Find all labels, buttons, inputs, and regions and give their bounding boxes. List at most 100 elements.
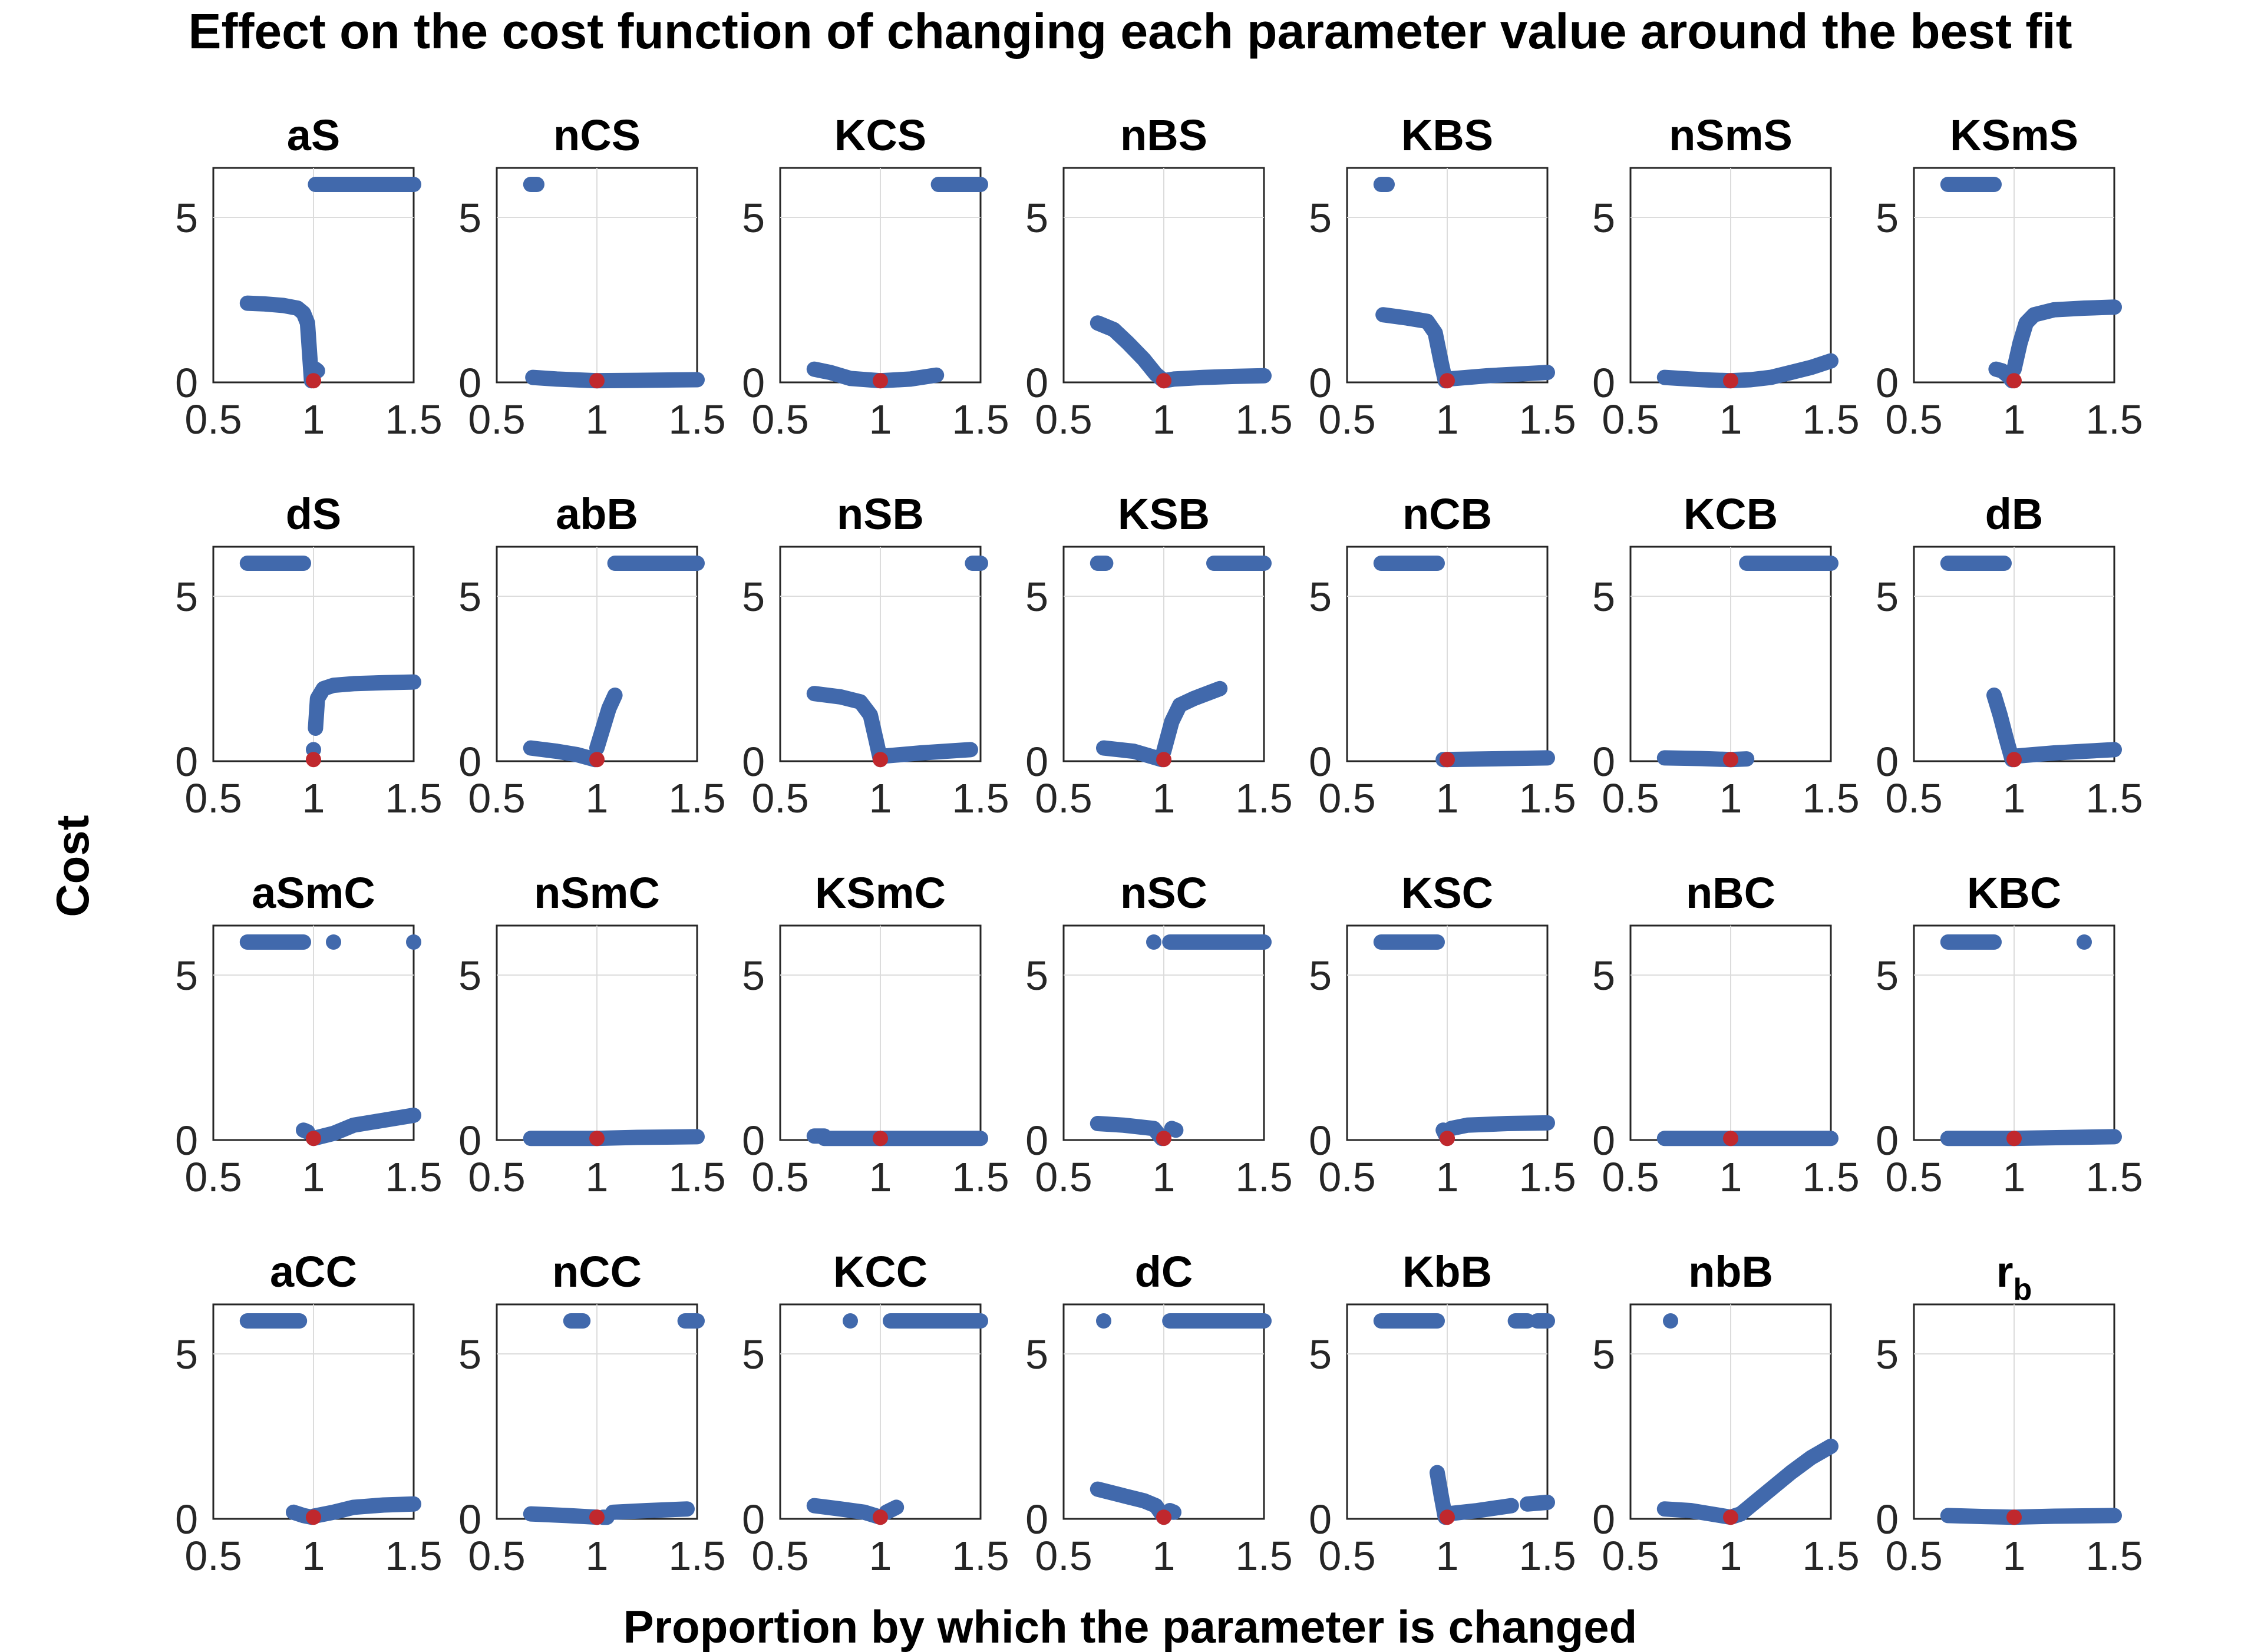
best-fit-point [1440,373,1455,389]
panel-title: KSC [1401,868,1493,917]
data-series [1096,740,1170,768]
best-fit-point [1156,1509,1171,1525]
x-tick-label: 0.5 [468,775,525,821]
panel-KBC: 0.5 1 1.5 0 5 KBC [1876,868,2143,1200]
y-tick-label: 0 [742,1118,765,1164]
best-fit-point [1440,1509,1455,1525]
y-tick-label: 0 [175,360,198,406]
x-tick-label: 0.5 [1602,1533,1659,1579]
y-tick-label: 0 [175,1118,198,1164]
y-tick-label: 0 [1592,1496,1615,1542]
panel-title: nSC [1120,868,1207,917]
panel-title: KbB [1402,1247,1492,1296]
y-tick-label: 0 [1592,1118,1615,1164]
x-tick-label: 1.5 [2085,1154,2143,1200]
panel-title: nSB [837,490,924,538]
data-series [1986,688,2020,768]
x-tick-label: 1.5 [385,775,442,821]
panel-title: aS [287,111,341,160]
panel-title: KBS [1401,111,1493,160]
y-tick-label: 5 [1592,195,1615,241]
x-tick-label: 1 [869,1154,892,1200]
data-series [1435,750,1555,768]
panel-title: dB [1985,490,2044,538]
data-series [879,1499,905,1520]
x-tick-label: 0.5 [1035,1533,1092,1579]
data-series [1440,1498,1519,1522]
y-tick-label: 0 [742,739,765,785]
data-series [806,1498,888,1525]
y-tick-label: 0 [1025,739,1048,785]
data-series [605,1501,695,1520]
x-tick-label: 0.5 [751,775,808,821]
x-tick-label: 1.5 [1235,397,1292,442]
panel-title: nCS [553,111,641,160]
x-tick-label: 0.5 [1885,1154,1942,1200]
panel-nSmS: 0.5 1 1.5 0 5 nSmS [1592,111,1860,442]
best-fit-point [2006,752,2022,768]
y-tick-label: 5 [1876,574,1899,620]
x-tick-label: 0.5 [1602,1154,1659,1200]
x-tick-label: 0.5 [468,397,525,442]
data-series [2006,742,2122,764]
data-series [525,369,705,389]
best-fit-point [1156,373,1171,389]
x-tick-label: 1.5 [668,1533,725,1579]
panels-grid: 0.5 1 1.5 0 5 aS 0.5 1 1.5 0 5 nCS 0.5 1 1.5 0 5 KCS 0.5 1 1… [175,111,2143,1579]
best-fit-point [589,752,605,768]
x-tick-label: 0.5 [1885,1533,1942,1579]
panel-KCC: 0.5 1 1.5 0 5 KCC [742,1247,1009,1579]
x-tick-label: 1.5 [1519,397,1576,442]
data-series [1162,1503,1181,1520]
y-tick-label: 5 [1876,195,1899,241]
x-tick-label: 1.5 [2085,775,2143,821]
panel-title: nbB [1688,1247,1773,1296]
x-tick-label: 1 [1719,1154,1742,1200]
y-tick-label: 5 [1876,1331,1899,1377]
best-fit-point [1440,1131,1455,1147]
data-series [1940,1129,2122,1147]
x-tick-label: 0.5 [1318,1154,1375,1200]
panel-dB: 0.5 1 1.5 0 5 dB [1876,490,2143,821]
panel-title: nCB [1402,490,1492,538]
panel-dS: 0.5 1 1.5 0 5 dS [175,490,443,821]
panel-KCB: 0.5 1 1.5 0 5 KCB [1592,490,1860,821]
data-series [1940,1508,2122,1525]
y-tick-label: 0 [1025,1496,1048,1542]
x-tick-label: 1.5 [1235,1533,1292,1579]
x-tick-label: 1.5 [1519,1154,1576,1200]
x-tick-label: 0.5 [1602,775,1659,821]
x-tick-label: 0.5 [184,397,242,442]
x-tick-label: 1 [869,775,892,821]
y-tick-label: 5 [175,574,198,620]
x-tick-label: 0.5 [468,1533,525,1579]
panel-aS: 0.5 1 1.5 0 5 aS [175,111,443,442]
data-series [1656,750,1755,768]
x-tick-label: 0.5 [468,1154,525,1200]
panel-KSmS: 0.5 1 1.5 0 5 KSmS [1876,111,2143,442]
x-tick-label: 1.5 [952,775,1009,821]
x-tick-label: 0.5 [184,775,242,821]
data-series [523,1506,605,1525]
data-series [2006,299,2122,377]
x-tick-label: 1.5 [2085,397,2143,442]
y-tick-label: 0 [742,360,765,406]
x-tick-label: 1 [1436,1533,1459,1579]
y-tick-label: 0 [1876,360,1899,406]
y-tick-label: 5 [1309,195,1332,241]
y-tick-label: 5 [458,574,481,620]
y-tick-label: 5 [1309,1331,1332,1377]
x-tick-label: 0.5 [1318,397,1375,442]
panel-nSmC: 0.5 1 1.5 0 5 nSmC [458,868,726,1200]
x-tick-label: 0.5 [1035,775,1092,821]
panel-nBC: 0.5 1 1.5 0 5 nBC [1592,868,1860,1200]
x-tick-label: 1.5 [1519,1533,1576,1579]
y-tick-label: 5 [742,1331,765,1377]
y-tick-label: 5 [1309,574,1332,620]
y-tick-label: 0 [1876,1496,1899,1542]
y-tick-label: 5 [1025,574,1048,620]
data-series [589,688,623,756]
panel-KbB: 0.5 1 1.5 0 5 KbB [1309,1247,1576,1579]
x-tick-label: 1.5 [385,397,442,442]
x-tick-label: 1 [1719,1533,1742,1579]
